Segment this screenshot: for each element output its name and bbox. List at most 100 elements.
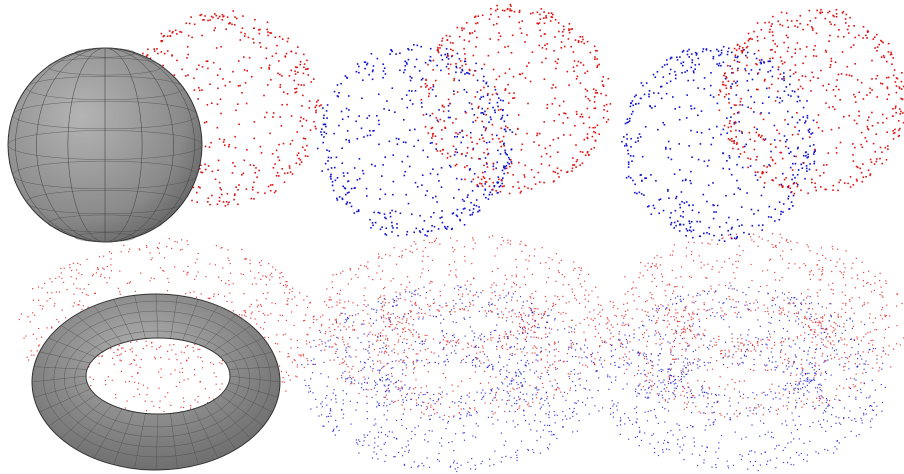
point <box>569 373 571 375</box>
point <box>819 174 821 177</box>
point <box>453 307 455 309</box>
point <box>813 148 816 151</box>
point <box>536 11 539 14</box>
point <box>304 155 307 157</box>
point <box>415 58 418 61</box>
point <box>670 212 672 214</box>
point <box>564 112 567 115</box>
point <box>562 419 564 421</box>
point <box>372 322 374 324</box>
point <box>364 287 366 289</box>
point <box>280 370 283 373</box>
point <box>363 61 366 63</box>
point <box>595 89 597 92</box>
point <box>757 171 759 173</box>
point <box>502 143 505 145</box>
point <box>495 78 498 81</box>
point <box>474 357 477 359</box>
point <box>627 166 630 168</box>
point <box>545 15 547 17</box>
point <box>641 180 643 182</box>
point <box>833 15 835 18</box>
point <box>306 358 308 360</box>
point <box>492 106 494 109</box>
point <box>570 45 572 48</box>
point <box>46 292 49 294</box>
point <box>463 317 465 319</box>
point <box>163 52 166 55</box>
point <box>370 227 372 229</box>
point <box>399 321 401 324</box>
point <box>802 137 804 140</box>
point <box>72 305 74 307</box>
point <box>849 176 852 178</box>
point <box>190 16 192 18</box>
point <box>316 406 318 408</box>
point <box>159 267 162 269</box>
point <box>499 99 502 101</box>
point <box>369 356 371 358</box>
point <box>550 16 553 18</box>
point <box>340 312 342 314</box>
point <box>250 270 252 272</box>
point <box>182 397 184 399</box>
point <box>376 406 378 408</box>
point <box>296 364 299 366</box>
point <box>477 107 479 109</box>
point <box>586 151 589 154</box>
point <box>414 90 417 92</box>
point <box>421 312 423 314</box>
point <box>123 244 125 246</box>
point <box>279 314 281 316</box>
point <box>220 45 222 48</box>
point <box>535 308 537 310</box>
point <box>515 274 517 276</box>
point <box>404 313 406 315</box>
point <box>200 293 202 295</box>
point <box>358 71 360 74</box>
point <box>476 142 478 145</box>
point <box>540 347 542 349</box>
point <box>475 436 477 438</box>
point <box>441 221 444 224</box>
point <box>363 434 365 436</box>
point <box>51 292 53 294</box>
point <box>476 410 478 413</box>
point <box>330 156 332 159</box>
point <box>538 132 541 135</box>
point <box>892 57 894 59</box>
point <box>861 146 864 148</box>
point <box>273 191 276 194</box>
point <box>847 182 849 185</box>
point <box>600 304 602 306</box>
point <box>572 157 574 159</box>
point <box>504 128 506 131</box>
point <box>692 236 694 239</box>
point <box>484 183 486 185</box>
point <box>345 363 347 365</box>
point <box>451 54 454 57</box>
point <box>194 343 196 346</box>
point <box>532 449 534 451</box>
point <box>712 55 715 58</box>
point <box>413 461 415 463</box>
point <box>562 361 564 363</box>
point <box>290 50 292 53</box>
point <box>526 322 528 324</box>
point <box>262 292 264 295</box>
point <box>521 316 523 318</box>
point <box>118 345 120 347</box>
point <box>49 297 51 300</box>
point <box>725 87 728 89</box>
point <box>838 127 840 129</box>
point <box>264 116 266 119</box>
point <box>451 345 453 347</box>
point <box>98 355 100 357</box>
point <box>730 125 732 128</box>
point <box>745 143 747 146</box>
point <box>444 227 447 229</box>
point <box>746 56 749 59</box>
point <box>435 143 438 145</box>
point <box>448 274 450 276</box>
point <box>771 66 774 68</box>
